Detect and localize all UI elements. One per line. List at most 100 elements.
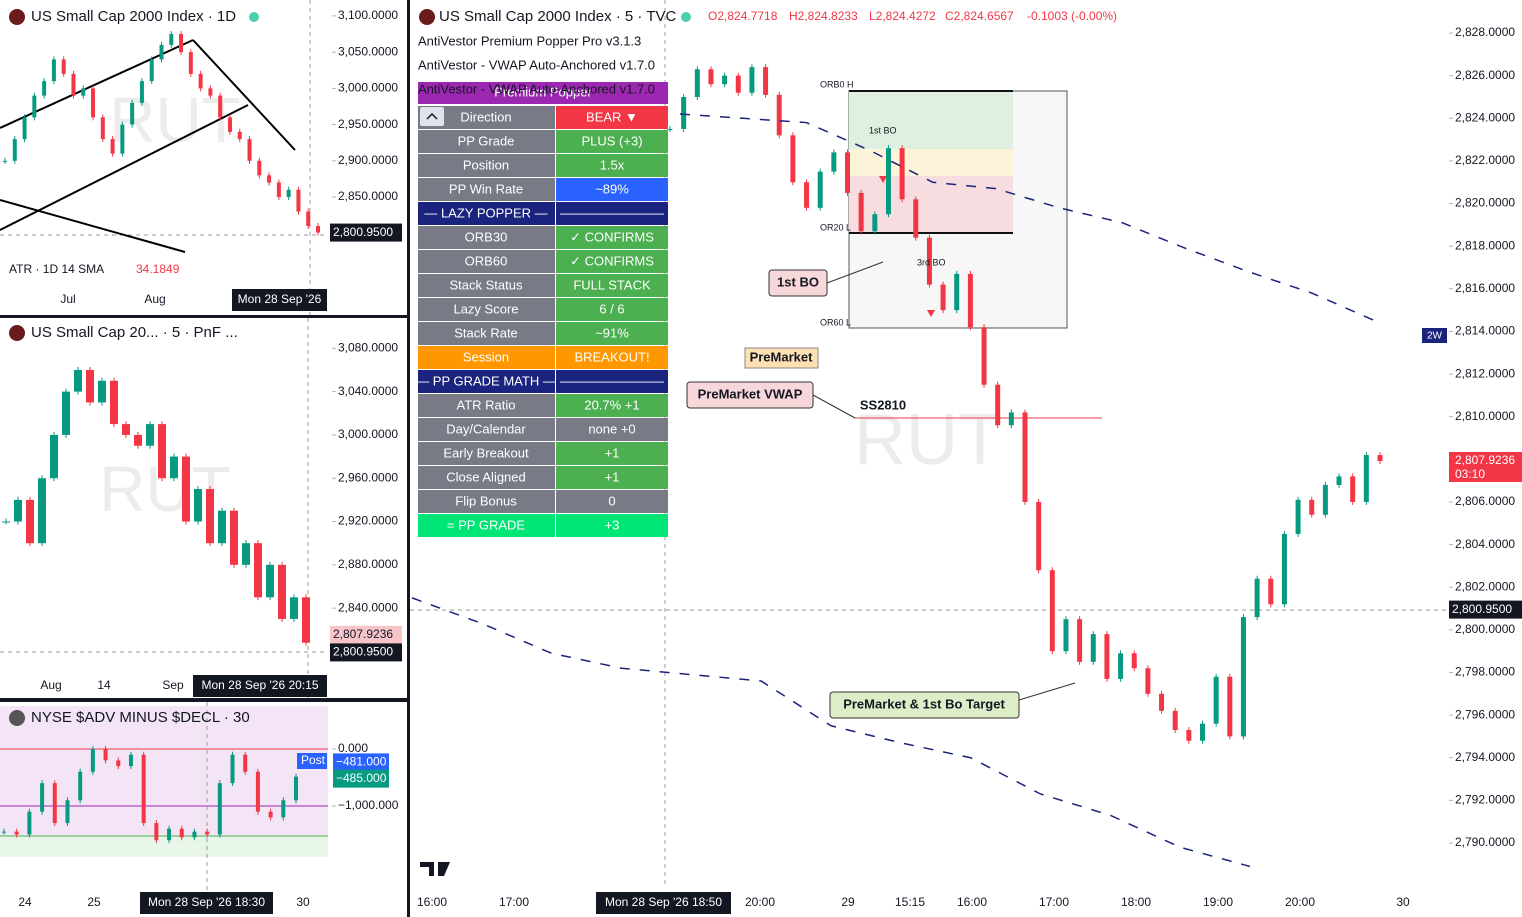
y-tick-label: 2,828.0000 bbox=[1455, 25, 1515, 39]
candle bbox=[790, 135, 796, 183]
y-tick-label: 2,804.0000 bbox=[1455, 537, 1515, 551]
cursor-label: Mon 28 Sep '26 bbox=[238, 292, 322, 306]
candle bbox=[62, 391, 70, 435]
symbol-icon[interactable] bbox=[9, 9, 25, 25]
candle bbox=[110, 380, 118, 425]
candle bbox=[50, 434, 58, 479]
price-tag bbox=[333, 753, 389, 772]
candle bbox=[1363, 455, 1369, 502]
candle bbox=[237, 131, 242, 140]
annotation: PreMarket bbox=[750, 349, 814, 364]
table-value-cell bbox=[556, 178, 668, 201]
collapse-button[interactable] bbox=[420, 107, 444, 126]
x-tick-label: 17:00 bbox=[499, 895, 529, 909]
candle bbox=[257, 160, 262, 176]
candle bbox=[1295, 499, 1301, 534]
annotation: PreMarket & 1st Bo Target bbox=[843, 696, 1005, 711]
candle bbox=[40, 783, 45, 812]
cursor-label: Mon 28 Sep '26 18:30 bbox=[148, 895, 265, 909]
candle bbox=[12, 139, 17, 161]
candle bbox=[1090, 634, 1096, 662]
table-label: Early Breakout bbox=[443, 445, 529, 460]
x-tick-label: 16:00 bbox=[957, 895, 987, 909]
indicator-name[interactable]: AntiVestor - VWAP Auto-Anchored v1.7.0 bbox=[418, 81, 655, 96]
signal-arrow bbox=[927, 310, 935, 317]
candle bbox=[91, 88, 96, 118]
indicator-name[interactable]: AntiVestor Premium Popper Pro v3.1.3 bbox=[418, 33, 641, 48]
candle bbox=[192, 831, 197, 838]
candle bbox=[1336, 476, 1342, 485]
candle bbox=[899, 148, 905, 200]
y-tick-label: 2,824.0000 bbox=[1455, 110, 1515, 124]
candle bbox=[266, 564, 274, 598]
table-label-cell bbox=[418, 418, 555, 441]
panel-title: US Small Cap 2000 Index · 1D bbox=[31, 8, 236, 25]
candle bbox=[243, 754, 248, 772]
indicator-name[interactable]: AntiVestor - VWAP Auto-Anchored v1.7.0 bbox=[418, 57, 655, 72]
table-label-cell bbox=[418, 106, 555, 129]
candle bbox=[913, 199, 919, 238]
divider bbox=[407, 0, 410, 917]
y-tick-label: 2,796.0000 bbox=[1455, 707, 1515, 721]
candle bbox=[1213, 676, 1219, 724]
table-value-cell bbox=[556, 346, 668, 369]
candle bbox=[1377, 455, 1383, 462]
y-tick-label: −1,000.000 bbox=[338, 798, 399, 812]
x-tick-label: 15:15 bbox=[895, 895, 925, 909]
candle bbox=[194, 489, 202, 522]
y-tick-label: 3,100.0000 bbox=[338, 8, 398, 22]
candle bbox=[149, 59, 154, 82]
status-dot bbox=[681, 12, 691, 22]
candle bbox=[278, 564, 286, 619]
candle bbox=[267, 175, 272, 183]
symbol-icon[interactable] bbox=[9, 325, 25, 341]
candle bbox=[954, 273, 960, 311]
symbol-icon[interactable] bbox=[9, 710, 25, 726]
price-tag bbox=[330, 223, 402, 242]
y-tick-label: 3,000.0000 bbox=[338, 81, 398, 95]
candle bbox=[159, 44, 164, 60]
candle bbox=[154, 823, 159, 841]
candle bbox=[242, 543, 250, 565]
annotation: 1st BO bbox=[777, 274, 819, 289]
table-label-cell bbox=[418, 394, 555, 417]
candle bbox=[858, 192, 864, 232]
table-value: BREAKOUT! bbox=[574, 349, 649, 364]
table-value-cell bbox=[556, 106, 668, 129]
table-label: — LAZY POPPER — bbox=[424, 205, 547, 220]
table-value-cell bbox=[556, 298, 668, 321]
candle bbox=[208, 88, 213, 96]
y-tick-label: 0.000 bbox=[338, 741, 368, 755]
price-tag bbox=[330, 625, 402, 644]
table-label-cell bbox=[418, 322, 555, 345]
candle bbox=[14, 831, 19, 835]
candle bbox=[74, 369, 82, 392]
candle bbox=[61, 59, 66, 74]
cursor-label: Mon 28 Sep '26 18:50 bbox=[605, 895, 722, 909]
candle bbox=[316, 226, 320, 233]
table-value: FULL STACK bbox=[573, 277, 651, 292]
price-tag-label: 2,807.9236 bbox=[1455, 453, 1515, 467]
candle bbox=[1077, 619, 1083, 662]
table-value: +3 bbox=[605, 517, 620, 532]
orb-zone bbox=[849, 91, 1013, 149]
candle bbox=[831, 152, 837, 172]
candle bbox=[885, 148, 891, 215]
table-value: none +0 bbox=[588, 421, 635, 436]
table-label: Flip Bonus bbox=[455, 493, 517, 508]
table-value-cell bbox=[556, 514, 668, 537]
table-value: 20.7% +1 bbox=[584, 397, 639, 412]
candle bbox=[981, 327, 987, 385]
session-tag-bg bbox=[297, 753, 327, 769]
symbol-icon[interactable] bbox=[419, 9, 435, 25]
y-tick-label: 2,822.0000 bbox=[1455, 153, 1515, 167]
vwap-tag: 2W bbox=[1427, 331, 1443, 342]
table-value-cell bbox=[556, 322, 668, 345]
divider bbox=[0, 698, 407, 702]
table-label: Session bbox=[463, 349, 509, 364]
candle bbox=[254, 543, 262, 598]
x-tick-label: 24 bbox=[18, 895, 32, 909]
collapse-icon bbox=[426, 112, 438, 120]
candle bbox=[1350, 476, 1356, 502]
